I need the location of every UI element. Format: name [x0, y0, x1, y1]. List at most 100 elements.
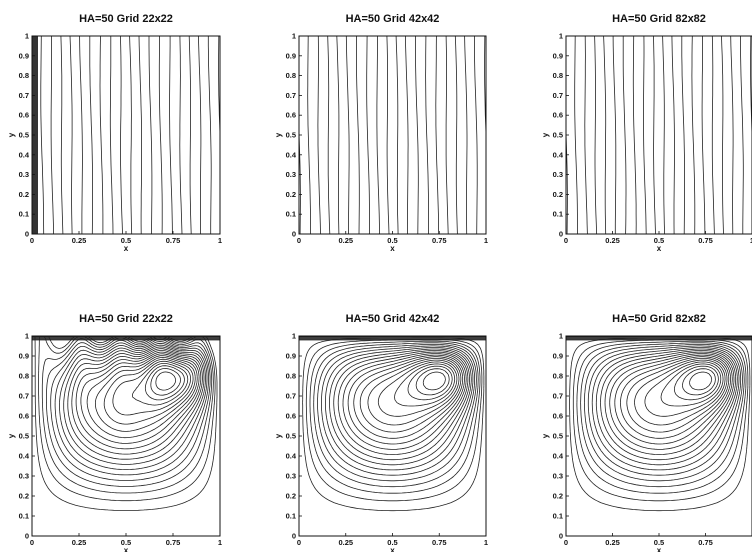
y-tick-label: 0.9	[19, 51, 29, 60]
plot-frame	[565, 35, 752, 235]
contour-line	[701, 36, 706, 234]
y-tick-label: 0.8	[553, 372, 563, 381]
y-axis-label: y	[541, 433, 550, 438]
x-tick-label: 0.25	[338, 236, 353, 245]
y-tick-label: 0	[25, 230, 29, 239]
x-axis-label: x	[657, 546, 662, 552]
y-axis-label: y	[541, 132, 550, 137]
x-tick-label: 0	[30, 236, 34, 245]
y-tick-label: 0.7	[553, 392, 563, 401]
x-tick-label: 1	[484, 538, 488, 547]
x-axis-label: x	[390, 244, 395, 253]
streamline-contour	[609, 353, 733, 450]
contour-line	[218, 36, 220, 234]
y-tick-label: 0.7	[286, 91, 296, 100]
x-tick-label: 0.25	[72, 538, 87, 547]
contour-line	[356, 36, 360, 234]
streamline-contour	[337, 351, 469, 455]
y-tick-label: 0.4	[553, 452, 564, 461]
contour-line	[148, 36, 153, 234]
x-tick-label: 0.75	[698, 538, 713, 547]
x-tick-label: 0.75	[166, 538, 181, 547]
streamline-contour	[587, 345, 742, 476]
y-tick-label: 0.7	[553, 91, 563, 100]
streamline-contour	[347, 354, 465, 445]
contour-line	[632, 36, 637, 234]
contour-line	[603, 36, 607, 234]
contour-panel: HA=50 Grid 42x42 0 0.1 0.2 0.3 0.4 0.5 0.6 0.7 0.…	[274, 13, 488, 253]
contour-panel: HA=50 Grid 42x42 0 0.1 0.2 0.3 0.4 0.5 0.6 0.7 0.…	[274, 313, 488, 552]
panel-title: HA=50 Grid 82x82	[612, 13, 706, 25]
y-axis-label: y	[7, 433, 16, 438]
x-axis-label: x	[657, 244, 662, 253]
contour-line	[307, 36, 311, 234]
y-tick-label: 0.6	[553, 111, 563, 120]
streamline-contour	[353, 356, 464, 439]
contour-lines	[32, 36, 220, 234]
panel-title: HA=50 Grid 22x22	[79, 13, 173, 25]
contour-line	[207, 36, 212, 234]
contour-line	[464, 36, 468, 234]
contour-line	[691, 36, 696, 234]
y-tick-label: 1	[559, 332, 563, 341]
contour-lines	[566, 336, 752, 512]
x-tick-label: 0.5	[121, 538, 131, 547]
streamline-contour	[317, 344, 477, 482]
streamline-contour	[682, 368, 716, 396]
contour-line	[622, 36, 627, 234]
x-tick-label: 0	[30, 538, 34, 547]
y-tick-label: 0.8	[286, 71, 296, 80]
y-tick-label: 0.6	[286, 111, 296, 120]
y-tick-label: 0.8	[19, 71, 29, 80]
contour-line	[643, 36, 647, 234]
x-tick-label: 0	[564, 538, 568, 547]
streamline-contour	[54, 342, 209, 476]
streamline-contour	[321, 345, 475, 476]
contour-line	[169, 36, 173, 234]
contour-lines	[299, 336, 486, 512]
y-tick-label: 0.2	[286, 492, 296, 501]
panel-title: HA=50 Grid 22x22	[79, 313, 173, 325]
contour-line	[327, 36, 331, 234]
y-tick-label: 0.8	[553, 71, 563, 80]
y-tick-label: 0.6	[286, 412, 296, 421]
contour-line	[721, 36, 724, 234]
y-tick-label: 0.5	[19, 131, 29, 140]
contour-lines	[299, 36, 486, 234]
y-tick-label: 0.8	[19, 372, 29, 381]
plot-frame	[31, 35, 221, 235]
x-tick-label: 0	[297, 236, 301, 245]
y-tick-label: 0	[292, 230, 296, 239]
streamline-contour	[144, 365, 185, 401]
y-tick-label: 0.9	[286, 352, 296, 361]
streamline-contour	[576, 340, 747, 494]
x-tick-label: 0.75	[432, 236, 447, 245]
contour-line	[69, 36, 73, 234]
x-tick-label: 0.75	[698, 236, 713, 245]
contour-line	[188, 36, 192, 234]
x-tick-label: 0.5	[387, 538, 397, 547]
contour-line	[376, 36, 380, 234]
streamline-contour	[689, 371, 713, 391]
contour-line	[60, 36, 64, 234]
x-tick-label: 0.25	[72, 236, 87, 245]
contour-line	[405, 36, 409, 234]
y-axis-label: y	[274, 132, 283, 137]
contour-line	[445, 36, 449, 234]
x-tick-label: 1	[218, 236, 222, 245]
contour-line	[129, 36, 133, 234]
contour-line	[612, 36, 617, 234]
x-tick-label: 1	[484, 236, 488, 245]
streamline-contour	[155, 371, 177, 391]
plot-frame	[298, 35, 487, 235]
y-tick-label: 0.1	[553, 512, 563, 521]
streamline-contour	[660, 363, 722, 407]
streamline-contour	[415, 368, 450, 396]
streamline-contour	[63, 346, 206, 465]
x-tick-label: 0.25	[338, 538, 353, 547]
contour-line	[198, 36, 202, 234]
y-tick-label: 0.4	[286, 452, 297, 461]
streamline-contour	[333, 350, 470, 461]
streamline-contour	[67, 348, 205, 460]
